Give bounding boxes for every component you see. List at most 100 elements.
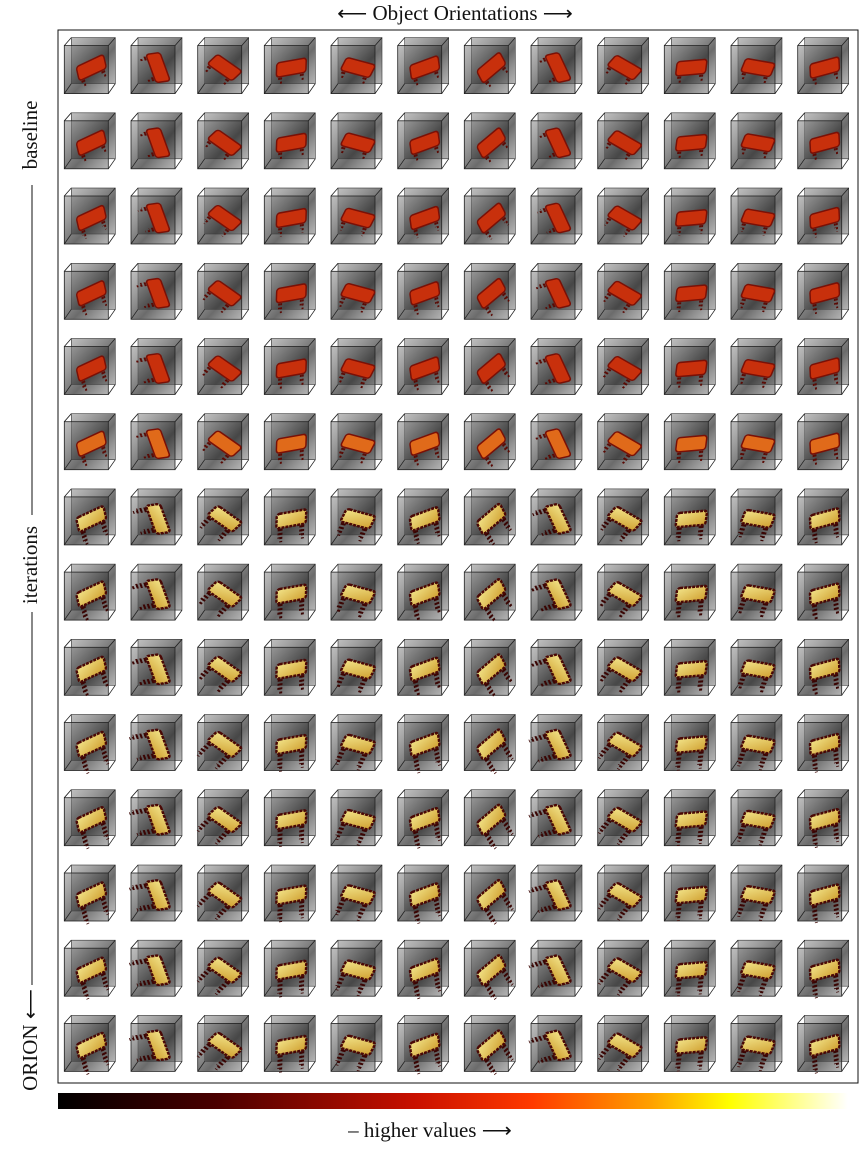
render-cell <box>597 489 648 545</box>
object-top <box>675 1037 707 1054</box>
render-cell <box>798 188 849 244</box>
render-cell <box>596 564 648 620</box>
render-cell <box>598 38 649 94</box>
render-cell <box>798 38 849 94</box>
render-cell <box>527 790 582 846</box>
render-cell <box>129 639 182 695</box>
render-cell <box>798 339 849 395</box>
render-cell <box>264 339 315 395</box>
page: ⟵ Object Orientations ⟶ baseline iterati… <box>0 0 863 1146</box>
object-leg <box>679 377 680 388</box>
render-cell <box>264 564 315 620</box>
render-cell <box>464 639 515 700</box>
render-cell <box>194 865 249 921</box>
render-cell <box>664 489 715 545</box>
render-cell <box>598 263 649 319</box>
render-cell <box>331 263 382 319</box>
render-cell <box>527 865 582 921</box>
render-cell <box>64 790 115 851</box>
render-cell <box>131 489 182 545</box>
render-cell <box>331 38 382 94</box>
render-cell <box>527 715 582 771</box>
render-cell <box>664 188 715 244</box>
object-leg <box>701 300 702 310</box>
render-cell <box>264 113 315 169</box>
render-cell <box>331 790 382 846</box>
render-cell <box>398 1015 449 1075</box>
render-cell <box>64 113 115 169</box>
render-cell <box>531 339 582 395</box>
object-leg <box>815 379 816 390</box>
render-cell <box>194 940 249 996</box>
render-cell <box>731 940 782 996</box>
render-cell <box>731 263 782 319</box>
render-cell <box>664 639 715 695</box>
render-cell <box>464 865 515 927</box>
render-cell <box>331 339 382 395</box>
render-cell <box>664 38 715 94</box>
render-cell <box>398 639 449 698</box>
object-top <box>675 811 707 828</box>
render-cell <box>731 414 782 470</box>
render-cell <box>731 1015 782 1071</box>
render-cell <box>398 414 449 470</box>
render-cell <box>331 715 382 771</box>
render-cell <box>398 38 449 94</box>
render-cell <box>398 790 449 850</box>
render-cell <box>194 790 249 846</box>
render-cell <box>331 639 382 695</box>
side-label-baseline: baseline <box>18 101 42 170</box>
render-cell <box>331 113 382 169</box>
render-cell <box>331 940 382 996</box>
render-cell <box>531 113 582 169</box>
render-cell <box>664 263 715 319</box>
render-cell <box>664 414 715 470</box>
render-cell <box>195 639 249 695</box>
colorbar <box>58 1093 848 1109</box>
figure: ⟵ Object Orientations ⟶ baseline iterati… <box>0 0 863 1146</box>
object-leg <box>815 304 816 314</box>
render-cell <box>198 339 249 395</box>
object-top <box>675 962 707 979</box>
render-cell <box>398 339 449 395</box>
render-cell <box>531 263 582 319</box>
render-cell <box>197 414 248 470</box>
render-cell <box>531 188 582 244</box>
render-cell <box>464 564 515 624</box>
render-cell <box>331 564 382 620</box>
render-cell <box>398 489 449 546</box>
render-cell <box>731 188 782 244</box>
object-leg <box>701 376 702 387</box>
object-top <box>675 360 707 377</box>
side-label-group: baseline iterations ORION ⟵ <box>18 101 42 1091</box>
render-cell <box>264 790 315 848</box>
render-cell <box>798 940 849 999</box>
side-label-orion: ORION ⟵ <box>18 989 42 1091</box>
render-cell <box>128 1015 182 1071</box>
render-cell <box>595 715 649 771</box>
render-cell <box>595 790 649 846</box>
render-cell <box>64 1015 115 1076</box>
render-cell <box>198 38 249 94</box>
render-cell <box>196 564 249 620</box>
render-cell <box>128 715 182 771</box>
object-top <box>675 887 707 904</box>
render-cell <box>64 564 115 623</box>
render-cell <box>331 865 382 921</box>
render-cell <box>731 564 782 620</box>
render-cell <box>194 1015 249 1071</box>
render-cell <box>128 940 182 996</box>
render-cell <box>731 339 782 395</box>
render-cell <box>64 339 115 395</box>
render-cell <box>198 263 249 319</box>
render-cell <box>527 1015 582 1071</box>
render-cell <box>264 414 315 470</box>
object-top <box>675 586 707 603</box>
render-cell <box>731 113 782 169</box>
render-cell <box>64 489 115 546</box>
render-cell <box>464 188 515 244</box>
render-cell <box>464 940 515 1002</box>
render-cell <box>464 38 515 94</box>
render-cell <box>331 188 382 244</box>
render-cell <box>464 263 515 319</box>
